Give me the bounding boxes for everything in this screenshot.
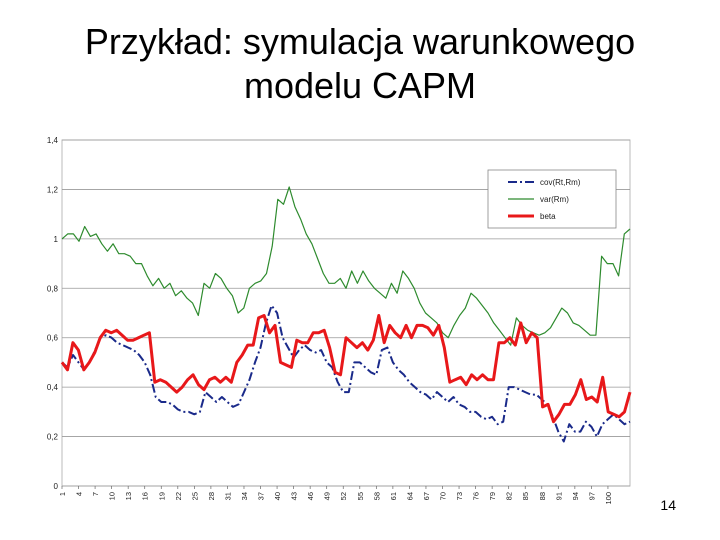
x-tick-label: 31	[223, 492, 232, 500]
x-tick-label: 94	[571, 492, 580, 500]
y-tick-label: 0,6	[47, 334, 59, 343]
x-tick-label: 40	[273, 492, 282, 500]
x-tick-label: 97	[587, 492, 596, 500]
x-tick-label: 16	[141, 492, 150, 500]
y-tick-label: 0,8	[47, 284, 59, 293]
chart-legend: cov(Rt,Rm) var(Rm) beta	[487, 169, 617, 229]
x-tick-label: 52	[339, 492, 348, 500]
x-tick-label: 58	[372, 492, 381, 500]
x-tick-label: 79	[488, 492, 497, 500]
y-tick-label: 1,4	[47, 136, 59, 145]
x-tick-label: 91	[554, 492, 563, 500]
x-tick-label: 25	[190, 492, 199, 500]
x-tick-label: 55	[356, 492, 365, 500]
x-tick-label: 61	[389, 492, 398, 500]
x-tick-label: 34	[240, 492, 249, 500]
chart-series	[60, 186, 632, 443]
slide-title-line-1: Przykład: symulacja warunkowego	[84, 21, 636, 62]
y-tick-label: 0,4	[47, 383, 59, 392]
x-axis-tick-labels: 1 4 7 10 13 16 19 22 25 28 31 34 37 40 43 46 49 52 55 58 61 6…	[58, 492, 613, 505]
slide-title-line-2: modelu CAPM	[243, 65, 477, 106]
x-tick-label: 85	[521, 492, 530, 500]
series-line-covrtrm	[61, 304, 631, 443]
y-tick-label: 0	[54, 482, 59, 491]
x-tick-label: 4	[75, 492, 84, 496]
slide-title: Przykład: symulacja warunkowego modelu C…	[0, 20, 720, 108]
x-tick-label: 1	[58, 492, 67, 496]
x-tick-label: 37	[257, 492, 266, 500]
legend-label: beta	[540, 212, 556, 221]
x-tick-label: 67	[422, 492, 431, 500]
slide-number: 14	[660, 497, 676, 513]
x-tick-label: 88	[538, 492, 547, 500]
x-tick-label: 19	[157, 492, 166, 500]
x-tick-label: 7	[91, 492, 100, 496]
x-tick-label: 46	[306, 492, 315, 500]
x-tick-label: 82	[505, 492, 514, 500]
series-line-beta	[60, 314, 632, 424]
legend-label: var(Rm)	[540, 195, 569, 204]
y-tick-label: 0,2	[47, 433, 59, 442]
x-tick-label: 100	[604, 492, 613, 505]
x-tick-label: 13	[124, 492, 133, 500]
x-tick-label: 22	[174, 492, 183, 500]
x-tick-label: 43	[290, 492, 299, 500]
y-tick-label: 1	[54, 235, 59, 244]
x-tick-label: 10	[108, 492, 117, 500]
series-line-varrm	[61, 186, 631, 346]
x-tick-label: 49	[323, 492, 332, 500]
x-tick-label: 28	[207, 492, 216, 500]
y-tick-label: 1,2	[47, 185, 59, 194]
x-tick-label: 73	[455, 492, 464, 500]
x-tick-label: 70	[439, 492, 448, 500]
y-axis-tick-labels: 0 0,2 0,4 0,6 0,8 1 1,2 1,4	[47, 136, 59, 491]
x-tick-label: 64	[405, 492, 414, 500]
x-tick-label: 76	[472, 492, 481, 500]
legend-label: cov(Rt,Rm)	[540, 178, 581, 187]
